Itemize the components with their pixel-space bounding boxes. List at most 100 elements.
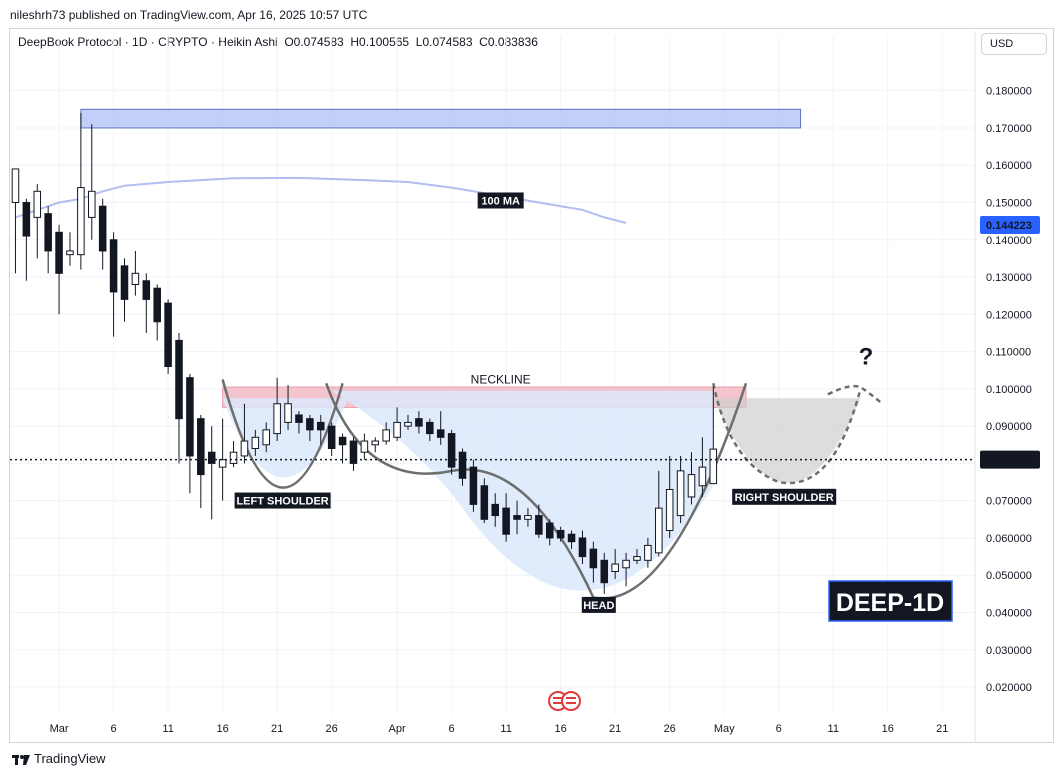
- x-tick-label: Mar: [50, 723, 69, 735]
- right-shoulder-label-bg: [732, 488, 837, 505]
- candle-body: [469, 466, 478, 505]
- y-tick-label: 0.120000: [986, 309, 1032, 321]
- x-tick-label: 16: [217, 723, 229, 735]
- question-mark: ?: [859, 344, 874, 371]
- x-tick-label: 11: [828, 723, 839, 735]
- candle-body: [55, 231, 63, 274]
- ma-label-bg: [477, 192, 524, 209]
- x-tick-label: 26: [326, 723, 338, 735]
- candle-body: [11, 168, 20, 203]
- zones-layer: [80, 108, 802, 408]
- candle-body: [622, 559, 630, 569]
- y-tick-label: 0.100000: [986, 384, 1032, 396]
- candle-body: [218, 459, 227, 468]
- candle-body: [273, 403, 281, 435]
- pattern-layer: [221, 379, 884, 600]
- candle-body: [709, 448, 718, 485]
- candle-body: [404, 421, 412, 427]
- candle-body: [327, 425, 336, 449]
- currency-button[interactable]: USD: [981, 33, 1047, 55]
- candle-body: [295, 414, 303, 423]
- candle-body: [164, 302, 172, 367]
- candle-body: [644, 544, 652, 561]
- x-tick-label: 16: [555, 723, 567, 735]
- y-tick-label: 0.150000: [986, 197, 1032, 209]
- candle-body: [207, 451, 216, 464]
- candle-body: [665, 488, 674, 531]
- flag-stripe: [566, 702, 576, 704]
- candle-body: [480, 485, 489, 520]
- left-shoulder-label-bg: [234, 492, 331, 509]
- candle-body: [633, 556, 641, 561]
- candle-body: [589, 548, 598, 569]
- x-tick-label: 21: [936, 723, 948, 735]
- x-tick-label: 26: [664, 723, 676, 735]
- candle-body: [600, 559, 609, 584]
- y-tick-label: 0.070000: [986, 496, 1032, 508]
- candle-body: [142, 280, 151, 300]
- us-flag-icon: [548, 691, 581, 711]
- candle-body: [698, 466, 707, 487]
- candle-body: [186, 377, 194, 457]
- candle-body: [197, 418, 205, 476]
- y-tick-label: 0.060000: [986, 533, 1032, 545]
- candle-body: [262, 429, 271, 446]
- chart-frame: [9, 28, 1054, 743]
- ma-label: 100 MA: [481, 195, 520, 207]
- left-shoulder-area: [222, 398, 348, 478]
- candle-body: [251, 436, 260, 449]
- candle-body: [393, 421, 401, 438]
- candle-body: [88, 190, 96, 218]
- x-tick-label: 21: [271, 723, 283, 735]
- x-tick-label: 11: [500, 723, 511, 735]
- candle-body: [545, 522, 554, 539]
- candle-body: [77, 187, 85, 256]
- candle-body: [33, 190, 42, 218]
- axes-layer: 0.180000 0.170000 0.160000 0.150000 0.140000…: [50, 31, 1040, 743]
- candle-body: [436, 429, 445, 438]
- candle-body: [676, 470, 685, 517]
- candle-body: [120, 265, 129, 300]
- candle-body: [22, 201, 31, 237]
- head-label-bg: [581, 596, 616, 613]
- flag-stripe: [553, 697, 563, 699]
- flag-stripe: [553, 702, 563, 704]
- candle-body: [426, 421, 434, 435]
- candle-body: [567, 533, 576, 543]
- x-tick-label: 16: [882, 723, 894, 735]
- candle-body: [306, 418, 314, 431]
- candle-body: [316, 421, 325, 431]
- right-shoulder-area: [713, 398, 861, 483]
- candle-body: [349, 440, 358, 464]
- resistance-zone: [80, 108, 802, 129]
- candle-body: [175, 339, 183, 420]
- candle-body: [655, 507, 663, 554]
- footer-brand[interactable]: TradingView: [12, 751, 106, 766]
- y-tick-label: 0.140000: [986, 235, 1032, 247]
- symbol-badge-bg: [828, 580, 953, 622]
- ma-price-badge-bg: [980, 216, 1040, 235]
- y-tick-label: 0.040000: [986, 607, 1032, 619]
- head-area: [331, 390, 714, 591]
- candle-body: [687, 474, 696, 498]
- candle-body: [371, 440, 380, 446]
- candle-body: [415, 418, 423, 427]
- candle-body: [240, 440, 249, 457]
- candle-body: [109, 239, 118, 293]
- y-tick-label: 0.180000: [986, 86, 1032, 98]
- candle-body: [66, 250, 74, 256]
- candle-body: [338, 436, 347, 446]
- candle-body: [502, 507, 510, 535]
- y-tick-label: 0.050000: [986, 570, 1032, 582]
- candle-body: [578, 537, 587, 558]
- x-tick-label: 21: [609, 723, 621, 735]
- x-tick-label: Apr: [389, 723, 406, 735]
- flag-stripe: [566, 697, 576, 699]
- publish-line: nileshrh73 published on TradingView.com,…: [10, 8, 368, 22]
- ma-layer: [15, 176, 627, 224]
- current-price-badge-bg: [980, 450, 1040, 469]
- tradingview-logo-icon: [12, 753, 30, 765]
- y-tick-label: 0.020000: [986, 682, 1032, 694]
- y-tick-label: 0.160000: [986, 160, 1032, 172]
